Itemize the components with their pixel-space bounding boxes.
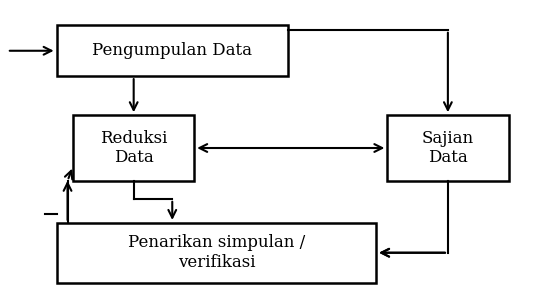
FancyBboxPatch shape xyxy=(73,115,194,181)
FancyBboxPatch shape xyxy=(387,115,509,181)
Text: Pengumpulan Data: Pengumpulan Data xyxy=(93,42,252,59)
FancyBboxPatch shape xyxy=(57,223,376,283)
Text: Penarikan simpulan /
verifikasi: Penarikan simpulan / verifikasi xyxy=(128,234,305,271)
Text: Reduksi
Data: Reduksi Data xyxy=(100,130,167,166)
Text: Sajian
Data: Sajian Data xyxy=(422,130,474,166)
FancyBboxPatch shape xyxy=(57,25,288,76)
